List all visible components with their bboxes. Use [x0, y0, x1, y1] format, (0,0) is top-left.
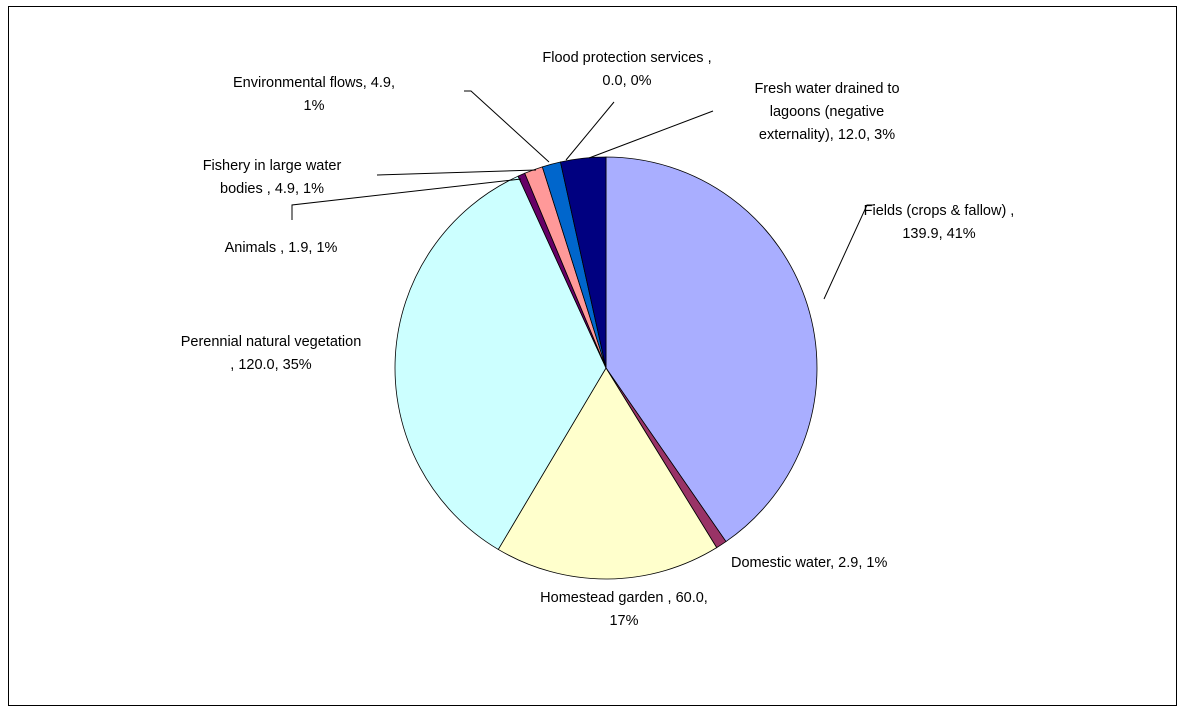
- label-line: Environmental flows, 4.9,: [233, 75, 395, 91]
- label-line: Flood protection services ,: [542, 50, 711, 66]
- slice-fields-crops-fallow: [605, 156, 818, 543]
- label-line: 139.9, 41%: [902, 226, 975, 242]
- leader-line-fishery-in-large-water-bodies: [376, 169, 537, 176]
- leader-line-fields-crops-fallow: [823, 204, 875, 300]
- label-line: 17%: [609, 613, 638, 629]
- leader-line-environmental-flows: [464, 90, 550, 163]
- label-line: 1%: [304, 98, 325, 114]
- pie-chart: Fields (crops & fallow) , 139.9, 41% Domes…: [181, 50, 1015, 629]
- chart-frame: Fields (crops & fallow) , 139.9, 41% Domes…: [8, 6, 1177, 706]
- label-line: Animals , 1.9, 1%: [225, 240, 338, 256]
- label-line: Fresh water drained to: [754, 81, 899, 97]
- label-environmental-flows: Environmental flows, 4.9, 1%: [233, 75, 395, 114]
- label-homestead-garden: Homestead garden , 60.0, 17%: [540, 590, 708, 629]
- slice-homestead-garden: [497, 367, 718, 580]
- label-line: externality), 12.0, 3%: [759, 127, 895, 143]
- leader-line-animals: [291, 178, 522, 220]
- pie-slices: [394, 156, 818, 580]
- label-line: Fishery in large water: [203, 158, 342, 174]
- label-flood-protection-services: Flood protection services , 0.0, 0%: [542, 50, 711, 89]
- slice-labels: Fields (crops & fallow) , 139.9, 41% Domes…: [181, 50, 1015, 629]
- leader-lines: [291, 90, 875, 300]
- slice-perennial-natural-vegetation: [394, 175, 607, 550]
- leader-line-flood-protection-services: [565, 101, 615, 161]
- label-animals: Animals , 1.9, 1%: [225, 240, 338, 256]
- label-perennial-natural-vegetation: Perennial natural vegetation , 120.0, 35%: [181, 334, 362, 373]
- leader-line-fresh-water-drained-to-lagoons-negative-externality: [588, 110, 714, 159]
- label-domestic-water: Domestic water, 2.9, 1%: [731, 555, 887, 571]
- label-line: , 120.0, 35%: [230, 357, 312, 373]
- label-line: Domestic water, 2.9, 1%: [731, 555, 887, 571]
- label-line: Perennial natural vegetation: [181, 334, 362, 350]
- label-fields-crops-fallow: Fields (crops & fallow) , 139.9, 41%: [864, 203, 1015, 242]
- label-line: bodies , 4.9, 1%: [220, 181, 324, 197]
- label-fishery-in-large-water-bodies: Fishery in large water bodies , 4.9, 1%: [203, 158, 342, 197]
- label-line: Homestead garden , 60.0,: [540, 590, 708, 606]
- label-line: 0.0, 0%: [602, 73, 651, 89]
- label-line: lagoons (negative: [770, 104, 884, 120]
- label-fresh-water-drained-to-lagoons-negative-externality: Fresh water drained to lagoons (negative e…: [754, 81, 899, 143]
- label-line: Fields (crops & fallow) ,: [864, 203, 1015, 219]
- slice-fresh-water-drained-to-lagoons-negative-externality: [559, 156, 607, 369]
